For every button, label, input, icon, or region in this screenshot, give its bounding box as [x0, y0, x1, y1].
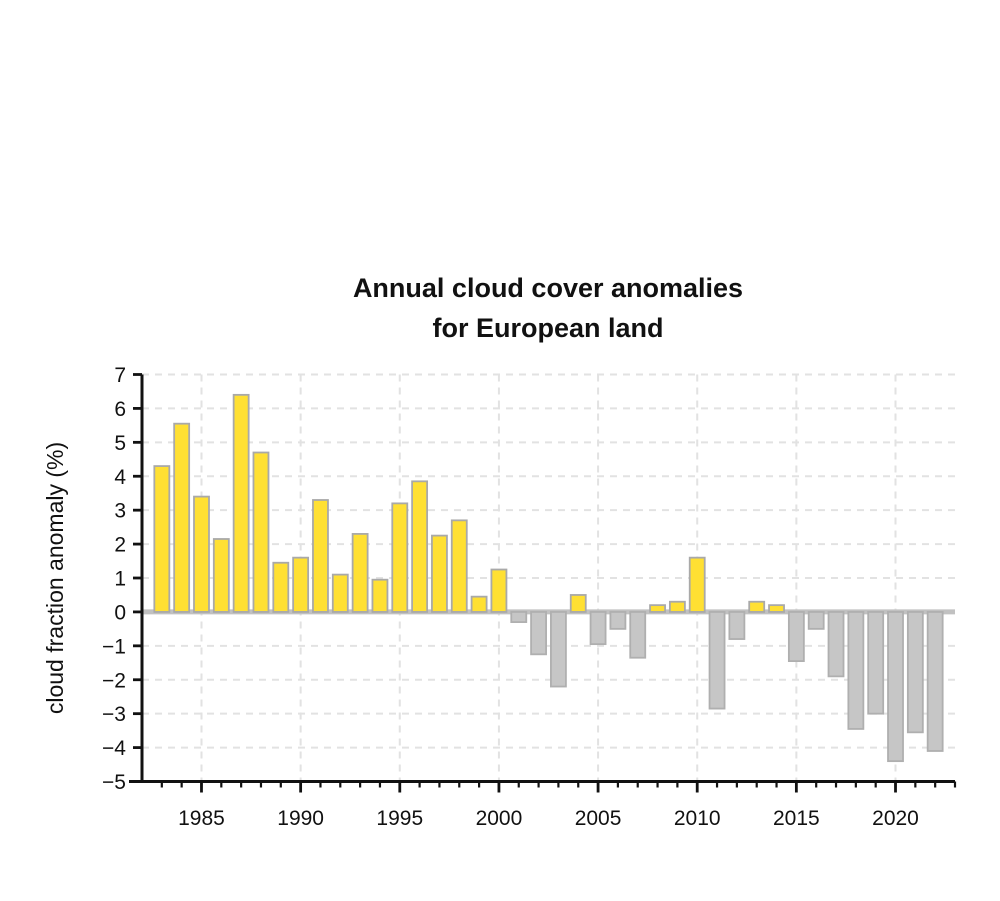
- bar-2019: [867, 611, 885, 715]
- y-tick-label-−2: −2: [102, 669, 126, 692]
- chart-title-line-2: for European land: [432, 313, 663, 343]
- bar-1998: [450, 519, 468, 613]
- axes: [129, 373, 957, 793]
- bar-2021: [906, 611, 924, 734]
- bar-1985: [193, 495, 210, 613]
- x-tick-label-2000: 2000: [476, 807, 523, 830]
- bar-1997: [431, 534, 448, 613]
- bar-1984: [173, 422, 191, 613]
- y-tick-label-4: 4: [114, 466, 126, 489]
- bar-2015: [787, 611, 805, 662]
- bar-2010: [688, 556, 706, 613]
- bar-1994: [371, 578, 389, 613]
- bar-1999: [470, 595, 488, 613]
- y-axis-label: cloud fraction anomaly (%): [42, 442, 68, 714]
- bar-2007: [629, 611, 647, 659]
- bar-2003: [550, 611, 567, 688]
- bar-1996: [411, 480, 429, 613]
- x-tick-label-2015: 2015: [773, 807, 820, 830]
- y-tick-label-1: 1: [114, 568, 126, 591]
- bar-1990: [292, 556, 310, 613]
- y-tick-label-3: 3: [114, 500, 126, 523]
- bars: [153, 393, 944, 763]
- bar-2017: [827, 611, 845, 678]
- x-tick-label-2005: 2005: [575, 807, 622, 830]
- bar-1995: [391, 502, 409, 613]
- bar-2014: [768, 604, 785, 613]
- chart-title-line-1: Annual cloud cover anomalies: [353, 273, 743, 303]
- bar-2005: [589, 611, 607, 646]
- bar-1989: [272, 561, 290, 613]
- y-tick-label-2: 2: [114, 534, 126, 557]
- y-tick-labels: 7 6 5 4 3 2 1 0 −1 −2 −3 −4 −5: [102, 364, 126, 794]
- y-tick-label-7: 7: [114, 364, 126, 387]
- bar-1986: [212, 538, 230, 613]
- y-tick-label-−3: −3: [102, 703, 126, 726]
- bar-2001: [510, 611, 528, 623]
- bar-1991: [312, 499, 329, 613]
- x-tick-label-1985: 1985: [178, 807, 225, 830]
- x-tick-label-2020: 2020: [872, 807, 919, 830]
- bar-1983: [153, 465, 171, 613]
- bar-2004: [569, 594, 587, 613]
- bar-2012: [728, 611, 746, 640]
- bar-2008: [649, 604, 666, 613]
- x-tick-label-2010: 2010: [674, 807, 721, 830]
- y-tick-label-6: 6: [114, 398, 126, 421]
- y-tick-label-−1: −1: [102, 635, 126, 658]
- bar-1993: [351, 533, 369, 613]
- y-tick-label-−4: −4: [102, 737, 126, 760]
- bar-2009: [668, 600, 686, 613]
- x-tick-label-1990: 1990: [277, 807, 324, 830]
- bar-2002: [530, 611, 547, 656]
- bar-2011: [708, 611, 726, 710]
- bar-2020: [887, 611, 904, 763]
- x-tick-label-1995: 1995: [376, 807, 423, 830]
- bar-2018: [847, 611, 865, 730]
- bar-2016: [807, 611, 825, 630]
- bar-1988: [252, 451, 270, 613]
- bar-2000: [490, 568, 508, 613]
- y-tick-label-−5: −5: [102, 771, 126, 794]
- bar-2022: [926, 611, 944, 752]
- y-tick-label-0: 0: [114, 601, 126, 624]
- y-tick-label-5: 5: [114, 432, 126, 455]
- x-tick-labels: 1985 1990 1995 2000 2005 2010 2015 2020: [178, 807, 919, 830]
- bar-2006: [609, 611, 627, 630]
- bar-2013: [748, 600, 766, 613]
- bar-1992: [331, 573, 349, 613]
- bar-1987: [232, 393, 250, 613]
